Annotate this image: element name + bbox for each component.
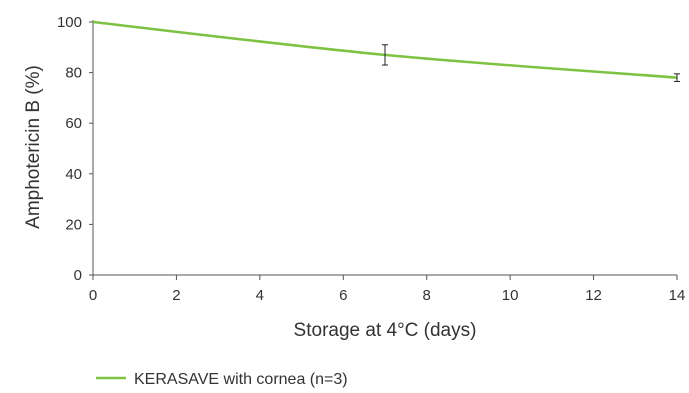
x-tick-label: 6 <box>339 287 347 304</box>
x-tick-label: 14 <box>669 287 686 304</box>
x-tick-label: 0 <box>89 287 97 304</box>
x-tick-label: 8 <box>423 287 431 304</box>
x-tick-label: 10 <box>502 287 519 304</box>
y-tick-label: 40 <box>65 166 82 183</box>
x-tick-label: 2 <box>172 287 180 304</box>
y-tick-label: 60 <box>65 115 82 132</box>
series-layer <box>92 20 680 82</box>
error-bar <box>382 44 388 66</box>
x-tick-label: 4 <box>256 287 264 304</box>
legend: KERASAVE with cornea (n=3) <box>96 371 348 388</box>
y-tick-label: 0 <box>74 267 82 284</box>
x-axis-title: Storage at 4°C (days) <box>294 320 477 341</box>
x-tick-label: 12 <box>585 287 602 304</box>
y-tick-label: 100 <box>57 14 82 31</box>
y-tick-label: 20 <box>65 216 82 233</box>
y-tick-label: 80 <box>65 65 82 82</box>
legend-label: KERASAVE with cornea (n=3) <box>134 371 348 388</box>
error-bar <box>674 73 680 82</box>
y-axis-title: Amphotericin B (%) <box>23 65 44 229</box>
axes: 0 2 4 6 8 10 12 14 0 20 40 60 80 100 <box>57 14 685 304</box>
